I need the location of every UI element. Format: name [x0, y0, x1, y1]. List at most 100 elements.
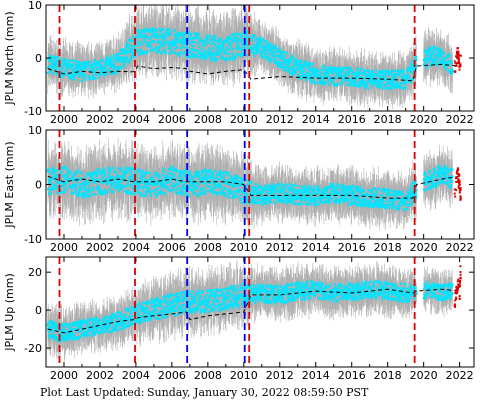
observation-point: [113, 70, 117, 73]
observation-point: [139, 48, 142, 51]
observation-point: [308, 68, 311, 71]
observation-point: [138, 34, 141, 37]
observation-point: [247, 47, 250, 50]
panel-0: 2000 2002 2004 2006 2008 2010 2012 2014 2016 2018…: [3, 0, 475, 126]
observation-point: [451, 72, 454, 75]
observation-point: [64, 73, 67, 76]
observation-point: [119, 52, 122, 55]
observation-point: [204, 38, 207, 41]
observation-point: [159, 35, 163, 38]
observation-point: [348, 84, 351, 87]
observation-point: [432, 46, 435, 49]
observation-point: [108, 63, 111, 66]
observation-point: [429, 64, 432, 67]
observation-point: [131, 35, 134, 38]
observation-point: [297, 67, 300, 70]
observation-point: [235, 46, 238, 49]
observation-point: [332, 82, 335, 85]
observation-point: [439, 50, 442, 53]
observation-point: [137, 29, 141, 32]
observation-point: [361, 79, 364, 82]
observation-point: [355, 83, 358, 86]
observation-point: [260, 41, 263, 44]
observation-point: [204, 50, 207, 53]
observation-point: [252, 54, 256, 57]
observation-point: [269, 48, 272, 51]
observation-point: [340, 71, 343, 74]
observation-point: [201, 55, 204, 59]
observation-point: [314, 74, 317, 77]
observation-point: [97, 76, 100, 79]
observation-point: [374, 83, 377, 86]
observation-point: [60, 65, 63, 68]
observation-point: [155, 29, 158, 32]
observation-point: [223, 40, 226, 43]
observation-point: [182, 33, 185, 36]
observation-point: [179, 51, 182, 54]
observation-point: [99, 67, 102, 70]
observation-point: [173, 44, 176, 47]
observation-point: [282, 58, 285, 61]
observation-point: [219, 51, 222, 54]
observation-point: [444, 68, 447, 71]
observation-point: [160, 52, 163, 55]
observation-point: [225, 46, 228, 49]
observation-point: [140, 36, 143, 39]
observation-point: [142, 28, 145, 31]
observation-point: [440, 48, 443, 52]
observation-point: [366, 74, 369, 77]
observation-point: [130, 49, 133, 52]
observation-point: [302, 66, 305, 69]
observation-point: [200, 48, 203, 51]
observation-point: [279, 55, 282, 59]
observation-point: [197, 52, 200, 55]
observation-point: [267, 49, 270, 52]
observation-point: [127, 43, 130, 47]
observation-point: [258, 38, 261, 41]
observation-point: [310, 77, 314, 81]
observation-point: [259, 51, 262, 54]
observation-point: [267, 52, 270, 55]
observation-point: [200, 39, 203, 42]
observation-point: [196, 49, 199, 52]
observation-point: [425, 66, 428, 69]
observation-point: [399, 83, 402, 86]
observation-point: [422, 63, 425, 66]
observation-point: [393, 79, 396, 82]
observation-point: [394, 85, 397, 88]
observation-point: [366, 76, 369, 79]
observation-point: [110, 63, 113, 66]
observation-point: [92, 75, 95, 78]
observation-point: [395, 84, 398, 87]
observation-point: [375, 80, 378, 84]
observation-point: [207, 51, 210, 54]
observation-point: [225, 52, 228, 55]
observation-point: [390, 79, 393, 83]
observation-point: [184, 32, 187, 36]
observation-point: [167, 40, 170, 43]
observation-point: [172, 42, 175, 45]
observation-point: [181, 52, 184, 55]
observation-point: [188, 41, 191, 44]
observation-point: [116, 69, 119, 72]
observation-point: [164, 38, 167, 41]
observation-point: [254, 47, 257, 50]
observation-point: [328, 68, 331, 71]
observation-point: [218, 40, 221, 43]
observation-point: [111, 61, 114, 64]
observation-point: [199, 37, 202, 40]
observation-point: [424, 62, 427, 65]
observation-point: [214, 57, 217, 60]
observation-point: [361, 72, 364, 75]
observation-point: [411, 63, 414, 66]
observation-point: [150, 49, 153, 52]
observation-point: [51, 62, 54, 65]
observation-point: [79, 68, 82, 71]
observation-point: [105, 56, 108, 59]
observation-point: [91, 68, 94, 71]
observation-point: [154, 36, 157, 39]
observation-point: [364, 72, 367, 75]
observation-point: [437, 57, 440, 60]
observation-point: [306, 66, 309, 69]
